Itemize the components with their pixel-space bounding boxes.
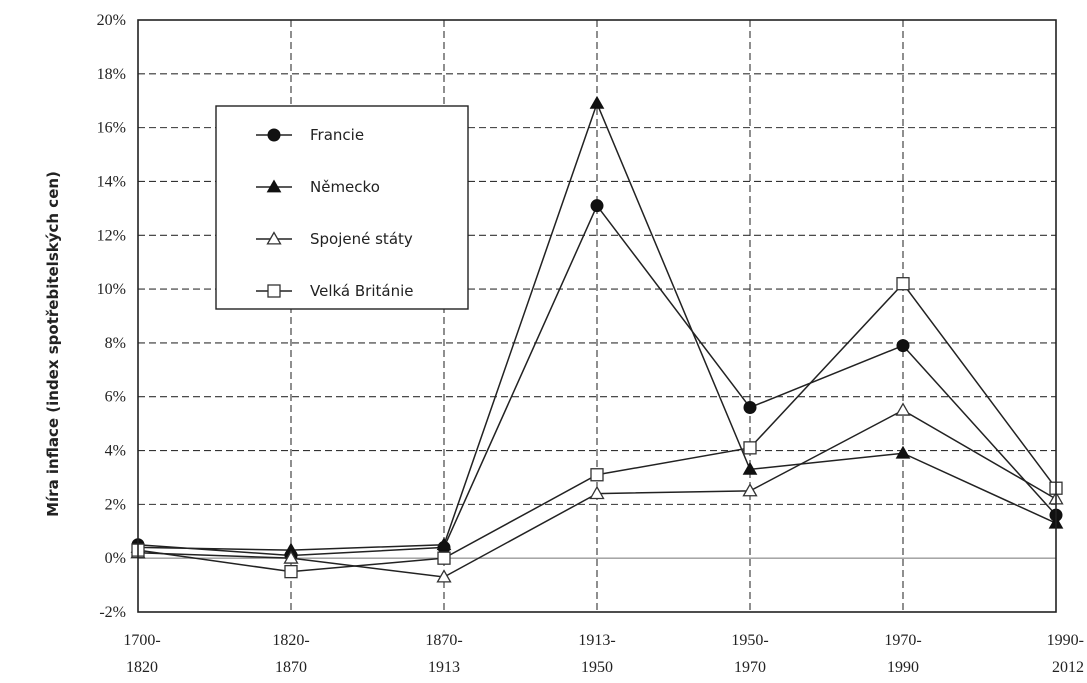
plot-frame [137, 19, 1057, 613]
legend-item: Spojené státy [256, 230, 413, 248]
data-point [590, 468, 604, 482]
y-tick-label: 12% [97, 227, 126, 244]
data-point [589, 95, 605, 109]
data-point [589, 485, 605, 500]
y-tick-label: 18% [97, 66, 126, 83]
data-point [895, 445, 911, 459]
data-point [896, 339, 910, 353]
y-tick-label: 14% [97, 173, 126, 190]
series-lines [130, 95, 1064, 583]
y-tick-label: 20% [97, 12, 126, 29]
x-tick-label: 1820-1870 [272, 632, 309, 676]
series-spojene-staty [130, 402, 1064, 583]
legend-item: Francie [256, 126, 364, 144]
data-point [742, 483, 758, 497]
y-tick-label: 10% [97, 281, 126, 298]
legend-marker [267, 284, 281, 298]
legend: Francie Německo Spojené státy Velká Británi… [215, 105, 469, 310]
data-point [283, 550, 299, 564]
legend-label: Francie [310, 126, 364, 144]
legend-label: Velká Británie [310, 282, 413, 300]
legend-marker [266, 179, 282, 193]
x-tick-label: 1990-2012 [1047, 632, 1084, 676]
series-velka-britanie [131, 277, 1063, 579]
data-point [896, 277, 910, 291]
legend-item: Německo [256, 178, 380, 196]
x-tick-label: 1950-1970 [731, 632, 768, 676]
y-tick-label: 8% [105, 335, 126, 352]
data-point [742, 461, 758, 475]
legend-label: Spojené státy [310, 230, 413, 248]
legend-item: Velká Británie [256, 282, 413, 300]
y-tick-label: -2% [99, 604, 126, 621]
y-tick-label: 6% [105, 389, 126, 406]
y-tick-label: 4% [105, 443, 126, 460]
x-tick-label: 1913-1950 [578, 632, 615, 676]
y-tick-label: 2% [105, 496, 126, 513]
data-point [590, 199, 604, 213]
data-point [895, 402, 911, 416]
y-axis-ticks: -2% 0% 2% 4% 6% 8% 10% 12% 14% 16% 18% 20% [97, 12, 126, 621]
legend-marker [266, 231, 282, 245]
legend-marker [267, 128, 281, 142]
data-point [436, 537, 452, 551]
data-point [284, 564, 298, 579]
data-point [743, 400, 757, 414]
legend-box [215, 105, 469, 310]
data-point [437, 551, 451, 565]
y-axis-label: Míra inflace (index spotřebitelských cen… [44, 171, 62, 517]
x-axis-ticks: 1700-1820 1820-1870 1870-1913 1913-1950 1950… [123, 632, 1084, 676]
data-point [436, 569, 452, 583]
x-tick-label: 1970-1990 [884, 632, 921, 676]
y-tick-label: 0% [105, 550, 126, 567]
data-point [743, 441, 757, 455]
legend-label: Německo [310, 178, 380, 196]
y-tick-label: 16% [97, 120, 126, 137]
x-tick-label: 1700-1820 [123, 632, 160, 676]
x-tick-label: 1870-1913 [425, 632, 462, 676]
